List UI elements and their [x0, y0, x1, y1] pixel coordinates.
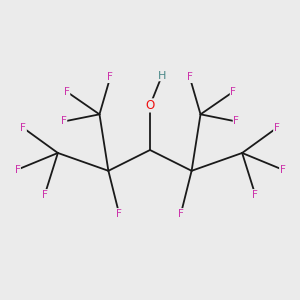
Text: F: F [187, 73, 193, 82]
Text: F: F [107, 73, 113, 82]
Text: O: O [146, 99, 154, 112]
Text: F: F [233, 116, 239, 127]
Text: F: F [280, 165, 286, 175]
Text: F: F [61, 116, 67, 127]
Text: F: F [230, 87, 236, 97]
Text: F: F [178, 208, 184, 219]
Text: F: F [20, 123, 26, 133]
Text: F: F [14, 165, 20, 175]
Text: F: F [42, 190, 48, 200]
Text: F: F [252, 190, 258, 200]
Text: F: F [274, 123, 280, 133]
Text: H: H [158, 71, 166, 81]
Text: F: F [64, 87, 70, 97]
Text: F: F [116, 208, 122, 219]
